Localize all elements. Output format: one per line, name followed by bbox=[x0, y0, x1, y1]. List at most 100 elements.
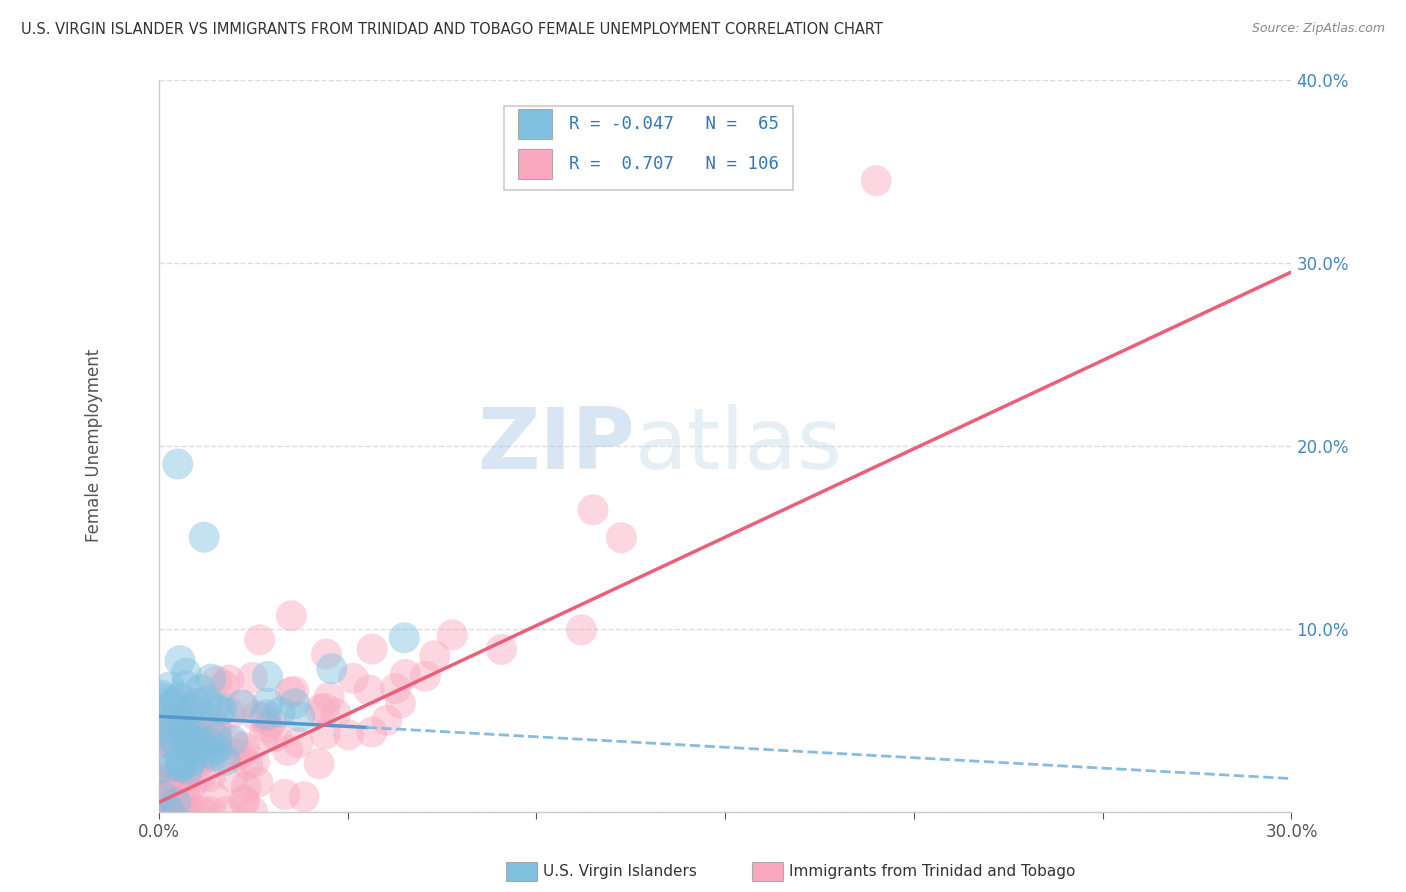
Point bbox=[236, 757, 259, 772]
Point bbox=[174, 792, 197, 806]
Point bbox=[150, 688, 173, 702]
Point bbox=[176, 710, 198, 724]
Point bbox=[186, 714, 208, 729]
Point bbox=[280, 685, 302, 699]
Point bbox=[165, 696, 187, 710]
Point bbox=[205, 742, 228, 756]
Point bbox=[159, 729, 181, 743]
Point bbox=[166, 457, 188, 471]
Point bbox=[159, 714, 181, 729]
Point bbox=[172, 725, 194, 739]
Point bbox=[165, 796, 187, 810]
Point bbox=[169, 737, 191, 751]
Point bbox=[181, 700, 204, 714]
Point bbox=[325, 706, 347, 721]
Point bbox=[204, 722, 226, 736]
Point bbox=[321, 662, 343, 676]
Point bbox=[149, 708, 172, 723]
FancyBboxPatch shape bbox=[505, 105, 793, 190]
Point bbox=[191, 805, 214, 819]
Point bbox=[163, 694, 186, 708]
Point bbox=[169, 654, 191, 668]
Point bbox=[215, 805, 238, 819]
Point bbox=[179, 702, 201, 716]
Point bbox=[205, 731, 228, 746]
Point bbox=[193, 742, 215, 756]
Point bbox=[156, 701, 179, 715]
Point bbox=[177, 738, 200, 752]
Point bbox=[153, 789, 176, 803]
Point bbox=[174, 666, 197, 681]
Point bbox=[201, 749, 224, 764]
Point bbox=[150, 793, 173, 807]
Point bbox=[256, 669, 278, 683]
Point bbox=[221, 733, 243, 747]
Text: R = -0.047   N =  65: R = -0.047 N = 65 bbox=[569, 115, 779, 133]
Point bbox=[200, 745, 222, 759]
Point bbox=[179, 755, 201, 769]
Point bbox=[157, 736, 180, 750]
Point bbox=[233, 740, 256, 755]
Point bbox=[186, 724, 208, 739]
Point bbox=[200, 805, 222, 819]
Point bbox=[246, 709, 269, 723]
Point bbox=[163, 784, 186, 798]
Point bbox=[256, 696, 278, 710]
Y-axis label: Female Unemployment: Female Unemployment bbox=[86, 349, 103, 542]
Point bbox=[309, 702, 332, 716]
Point bbox=[177, 763, 200, 777]
Point bbox=[361, 642, 384, 657]
Point bbox=[152, 691, 174, 706]
Point bbox=[205, 731, 228, 746]
Point bbox=[571, 623, 593, 637]
Point bbox=[415, 669, 437, 683]
Point bbox=[180, 780, 202, 794]
Point bbox=[150, 788, 173, 802]
Point bbox=[582, 502, 605, 516]
Point bbox=[257, 721, 280, 735]
Point bbox=[280, 608, 302, 623]
Point bbox=[167, 704, 190, 718]
Point bbox=[174, 805, 197, 819]
Point bbox=[384, 681, 406, 696]
Point bbox=[235, 780, 257, 794]
Point bbox=[361, 725, 384, 739]
Point bbox=[865, 173, 887, 187]
Point bbox=[155, 721, 177, 735]
Point bbox=[150, 758, 173, 772]
Point bbox=[225, 738, 247, 752]
Point bbox=[292, 789, 315, 804]
Text: Immigrants from Trinidad and Tobago: Immigrants from Trinidad and Tobago bbox=[789, 864, 1076, 879]
Point bbox=[342, 671, 364, 685]
Point bbox=[160, 805, 183, 819]
Point bbox=[389, 696, 412, 710]
Point bbox=[394, 667, 416, 681]
Point bbox=[193, 729, 215, 743]
Point bbox=[200, 672, 222, 686]
Point bbox=[284, 697, 307, 711]
Point bbox=[157, 805, 180, 819]
Point bbox=[186, 696, 208, 710]
Point bbox=[176, 704, 198, 718]
Point bbox=[173, 733, 195, 747]
Point bbox=[243, 755, 266, 769]
Point bbox=[174, 679, 197, 693]
Point bbox=[179, 805, 201, 819]
Point bbox=[183, 760, 205, 774]
Point bbox=[184, 696, 207, 710]
Text: Source: ZipAtlas.com: Source: ZipAtlas.com bbox=[1251, 22, 1385, 36]
Bar bbox=[517, 150, 553, 178]
Point bbox=[253, 728, 276, 742]
Point bbox=[188, 754, 211, 768]
Point bbox=[179, 754, 201, 768]
Point bbox=[173, 789, 195, 803]
Point bbox=[193, 739, 215, 753]
Point bbox=[172, 756, 194, 771]
Point bbox=[610, 531, 633, 545]
Point bbox=[217, 746, 239, 760]
Point bbox=[193, 530, 215, 544]
Point bbox=[288, 709, 311, 723]
Point bbox=[277, 743, 299, 757]
Point bbox=[184, 805, 207, 819]
Point bbox=[150, 718, 173, 732]
